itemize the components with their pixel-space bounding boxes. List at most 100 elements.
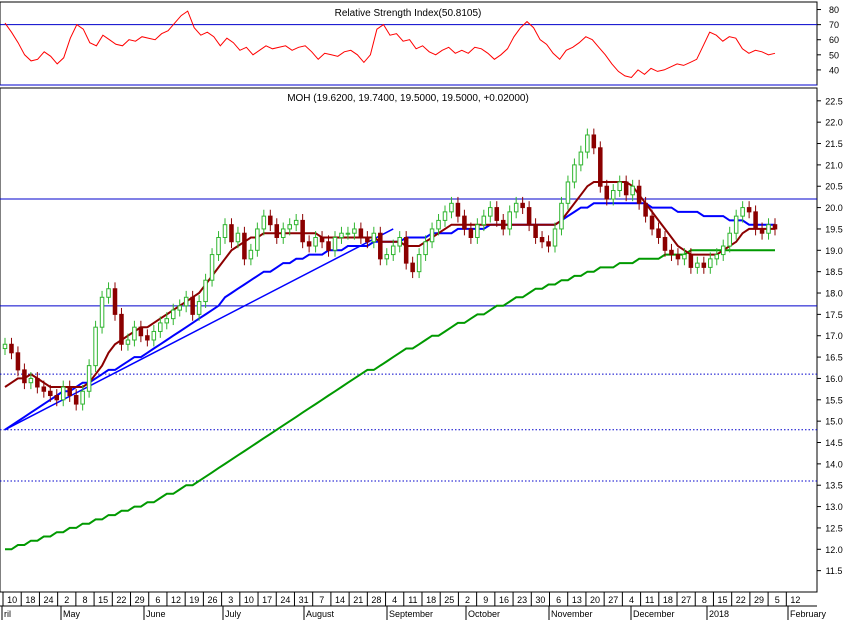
x-month-label: 2018 <box>709 609 729 619</box>
candle-up <box>28 377 34 384</box>
candle-up <box>436 219 441 230</box>
candle-up <box>93 326 98 367</box>
candle-up <box>708 258 713 268</box>
x-day-label: 17 <box>262 595 272 605</box>
candle-down <box>656 228 661 238</box>
x-day-label: 31 <box>299 595 309 605</box>
price-frame <box>0 87 818 593</box>
candle-up <box>125 339 131 345</box>
rsi-tick-label: 40 <box>829 65 839 75</box>
price-tick-label: 20.0 <box>825 203 843 213</box>
candle-down <box>67 386 72 397</box>
x-day-label: 4 <box>392 595 397 605</box>
x-day-label: 6 <box>155 595 160 605</box>
price-tick-label: 17.0 <box>825 331 843 341</box>
candle-up <box>429 228 435 243</box>
x-month-label: August <box>306 609 335 619</box>
candle-down <box>623 181 629 196</box>
x-day-label: 8 <box>702 595 707 605</box>
price-tick-label: 12.5 <box>825 523 843 533</box>
candle-down <box>145 335 150 341</box>
candle-up <box>585 134 590 153</box>
price-tick-label: 19.5 <box>825 224 843 234</box>
candle-up <box>442 211 448 221</box>
candle-up <box>559 202 564 230</box>
candle-down <box>462 215 467 230</box>
x-day-label: 27 <box>608 595 618 605</box>
candle-up <box>449 202 454 213</box>
x-day-label: 2 <box>64 595 69 605</box>
candle-up <box>371 232 377 243</box>
candle-down <box>306 241 312 247</box>
candle-down <box>48 390 53 397</box>
price-tick-label: 14.5 <box>825 438 843 448</box>
candle-up <box>170 309 176 320</box>
candle-down <box>365 236 370 243</box>
candle-up <box>183 296 189 307</box>
candle-down <box>138 326 144 337</box>
candle-down <box>675 254 681 260</box>
candle-down <box>73 395 79 405</box>
x-day-labels: 10 18 24 2 8 15 22 29 6 12 19 26 3 10 17 24 31 7 14 21 28 4 11… <box>2 592 800 606</box>
x-day-label: 22 <box>736 595 746 605</box>
candle-down <box>300 219 305 243</box>
price-tick-label: 12.0 <box>825 545 843 555</box>
candle-up <box>222 224 228 238</box>
candle-down <box>54 395 60 401</box>
price-tick-label: 21.0 <box>825 160 843 170</box>
candle-down <box>753 211 758 230</box>
x-day-label: 29 <box>135 595 145 605</box>
price-tick-label: 16.5 <box>825 353 843 363</box>
x-day-label: 18 <box>426 595 436 605</box>
x-day-label: 8 <box>82 595 87 605</box>
x-day-label: 4 <box>629 595 634 605</box>
candle-down <box>358 228 364 238</box>
x-day-label: 14 <box>335 595 345 605</box>
price-tick-label: 11.5 <box>826 566 843 576</box>
candle-down <box>701 262 707 268</box>
price-tick-label: 22.0 <box>825 118 843 128</box>
candle-up <box>345 232 351 235</box>
candle-down <box>688 254 694 268</box>
candle-down <box>15 352 21 371</box>
candle-down <box>22 369 27 384</box>
x-day-label: 25 <box>444 595 454 605</box>
candle-up <box>313 236 318 247</box>
x-day-label: 10 <box>244 595 254 605</box>
x-month-label: June <box>146 609 166 619</box>
candle-up <box>714 254 720 260</box>
candle-up <box>578 151 584 166</box>
candle-up <box>99 296 105 328</box>
x-month-labels: ril May June July August September October Nove… <box>1 606 827 620</box>
candle-down <box>636 185 642 204</box>
candle-up <box>488 207 493 217</box>
price-tick-label: 22.5 <box>825 96 843 106</box>
x-month-label: May <box>63 609 81 619</box>
candle-up <box>261 215 267 230</box>
x-day-label: 10 <box>7 595 17 605</box>
candle-up <box>332 236 338 251</box>
x-month-label: November <box>551 609 593 619</box>
candle-down <box>533 224 538 238</box>
candle-up <box>507 211 512 230</box>
candle-up <box>280 228 286 238</box>
candle-down <box>772 224 778 230</box>
x-day-label: 11 <box>645 595 654 605</box>
candle-down <box>268 215 273 226</box>
candles <box>2 128 778 411</box>
x-axis: 10 18 24 2 8 15 22 29 6 12 19 26 3 10 17 24 31 7 14 21 28 4 11… <box>0 592 827 620</box>
candle-up <box>766 224 771 234</box>
x-day-label: 7 <box>319 595 324 605</box>
x-day-label: 12 <box>790 595 800 605</box>
candle-down <box>378 232 383 260</box>
x-month-label: February <box>790 609 827 619</box>
price-tick-label: 18.0 <box>825 289 843 299</box>
x-month-label: September <box>389 609 433 619</box>
candle-down <box>759 228 765 234</box>
candle-up <box>727 232 732 247</box>
x-day-label: 19 <box>189 595 199 605</box>
candle-up <box>610 190 616 200</box>
candle-down <box>403 236 409 264</box>
